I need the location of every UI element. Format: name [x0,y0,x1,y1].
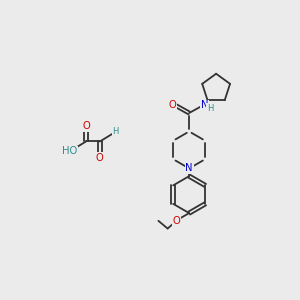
Text: N: N [201,100,208,110]
Text: HO: HO [62,146,77,157]
Text: O: O [168,100,176,110]
Text: H: H [112,127,119,136]
Text: H: H [207,104,213,113]
Text: N: N [185,164,193,173]
Text: O: O [96,153,104,163]
Text: O: O [82,121,90,131]
Text: O: O [173,216,181,226]
